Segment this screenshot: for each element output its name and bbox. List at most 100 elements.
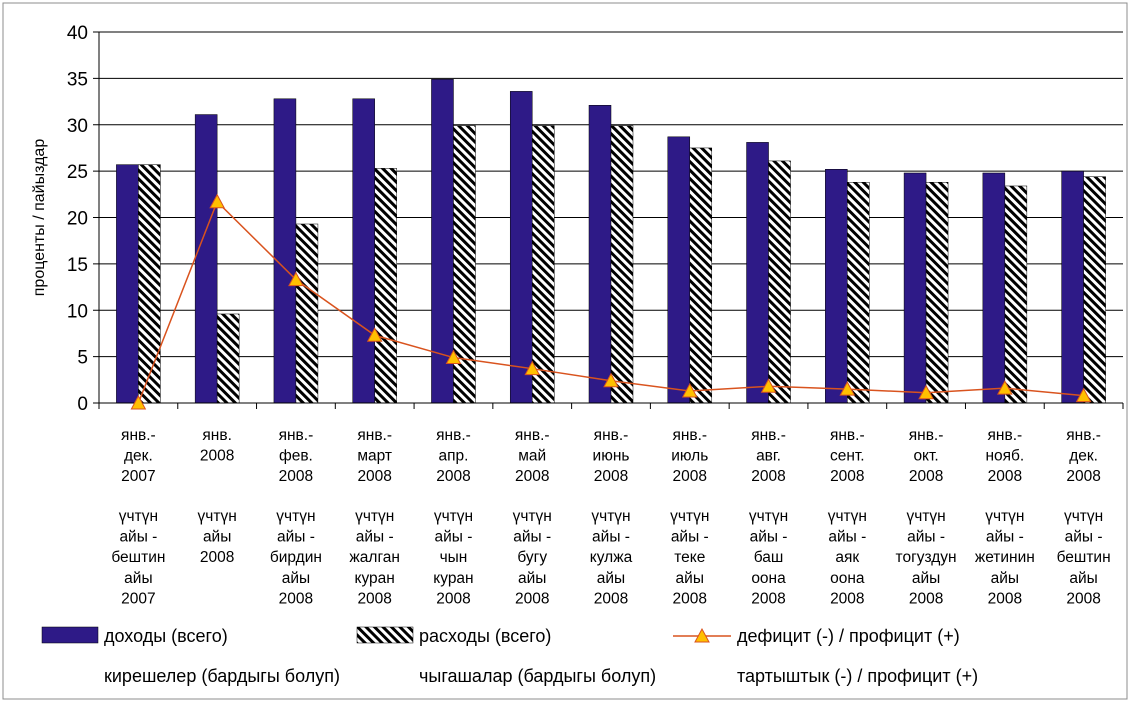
balance-marker (603, 372, 619, 388)
x-category-label-ky: айы (991, 570, 1019, 587)
x-category-label-ky: баш (754, 549, 784, 566)
x-category-label: янв.- (988, 427, 1023, 444)
bar-expense (925, 182, 949, 404)
bar-expense (847, 182, 870, 404)
x-category-label: 2008 (279, 468, 313, 485)
x-category-label: янв.- (672, 427, 707, 444)
y-tick-label: 25 (67, 162, 88, 183)
bar-income (825, 169, 848, 404)
bar-expense (531, 125, 555, 404)
legend-label-secondary: чыгашалар (бардыгы болуп) (419, 666, 656, 686)
x-category-label-ky: айы (1069, 570, 1097, 587)
bar-expense (216, 313, 240, 404)
x-category-label-ky: теке (674, 549, 705, 566)
x-category-label-ky: айы - (119, 529, 157, 546)
x-category-label-ky: жалган (349, 549, 400, 566)
x-category-label-ky: үчтүн (985, 508, 1024, 525)
x-category-label: янв.- (436, 427, 471, 444)
x-category-label-ky: үчтүн (355, 508, 394, 525)
legend-label-income: доходы (всего) (104, 626, 228, 646)
x-category-label: июнь (593, 448, 630, 465)
x-category-label-ky: 2008 (751, 590, 785, 607)
balance-marker (681, 382, 698, 398)
x-category-label-ky: айы - (828, 529, 866, 546)
balance-marker (288, 271, 304, 287)
y-tick-label: 10 (67, 301, 88, 322)
x-category-label-ky: үчтүн (276, 508, 315, 525)
bar-expense (768, 160, 791, 404)
bar-expense (295, 223, 319, 404)
balance-marker (366, 327, 383, 342)
x-category-label-ky: бештин (111, 549, 165, 566)
x-category-label-ky: айы - (671, 529, 709, 546)
x-category-label: янв.- (515, 427, 550, 444)
x-category-label-ky: үчтүн (513, 508, 552, 525)
x-category-label-ky: айы - (907, 529, 945, 546)
bar-income (509, 91, 533, 404)
x-category-label: март (357, 448, 392, 465)
x-category-label: 2008 (594, 468, 628, 485)
x-category-label-ky: оона (830, 570, 865, 587)
x-category-label-ky: айы (124, 570, 152, 587)
x-category-label-ky: бештин (1057, 549, 1111, 566)
x-category-label: янв.- (1066, 427, 1101, 444)
legend-label-secondary: кирешелер (бардыгы болуп) (104, 666, 340, 686)
x-category-label-ky: айы (518, 570, 546, 587)
x-category-label-ky: 2008 (279, 590, 313, 607)
x-category-label-ky: айы (282, 570, 310, 587)
x-category-label-ky: айы - (356, 529, 394, 546)
bar-expense (610, 125, 634, 404)
x-category-label: авг. (756, 448, 781, 465)
x-category-label-ky: 2007 (121, 590, 155, 607)
y-tick-label: 40 (67, 23, 88, 44)
x-category-label-ky: үчтүн (119, 508, 158, 525)
balance-marker (760, 378, 777, 393)
x-category-label: янв. (202, 427, 232, 444)
x-category-label-ky: айы - (750, 529, 788, 546)
legend-label-balance: дефицит (-) / профицит (+) (737, 626, 960, 646)
x-category-label-ky: 2008 (357, 590, 391, 607)
x-category-label: нояб. (985, 448, 1024, 465)
x-category-label-ky: айы - (592, 529, 630, 546)
x-category-label-ky: кулжа (590, 549, 633, 566)
balance-marker (209, 193, 225, 209)
x-category-label-ky: 2008 (830, 590, 864, 607)
y-axis-title: проценты / пайыздар (31, 139, 48, 297)
bar-income (116, 164, 139, 404)
x-category-label-ky: үчтүн (906, 508, 945, 525)
x-category-label: янв.- (121, 427, 156, 444)
x-category-label-ky: 2008 (515, 590, 549, 607)
x-category-label-ky: 2008 (673, 590, 707, 607)
x-category-label-ky: айы - (435, 529, 473, 546)
x-category-label: 2008 (200, 448, 234, 465)
balance-marker (839, 381, 856, 396)
x-category-label: янв.- (357, 427, 392, 444)
y-tick-label: 5 (77, 348, 88, 369)
y-tick-label: 20 (67, 209, 88, 230)
x-category-label: 2008 (357, 468, 391, 485)
x-category-label-ky: жетинин (975, 549, 1035, 566)
x-category-label-ky: куран (355, 570, 395, 587)
legend-swatch-income (41, 626, 99, 644)
legend-label-expense: расходы (всего) (419, 626, 551, 646)
x-category-label-ky: 2008 (988, 590, 1022, 607)
x-category-label-ky: 2008 (594, 590, 628, 607)
y-tick-label: 35 (67, 69, 88, 90)
x-category-label: янв.- (594, 427, 629, 444)
x-category-label-ky: 2008 (1066, 590, 1100, 607)
x-category-label: окт. (913, 448, 938, 465)
x-category-label-ky: 2008 (200, 549, 234, 566)
balance-marker (997, 380, 1013, 395)
bar-expense (138, 164, 161, 404)
x-category-label-ky: бирдин (270, 549, 322, 566)
x-category-label-ky: айы (676, 570, 704, 587)
bar-income (352, 98, 375, 404)
x-category-label: 2008 (751, 468, 785, 485)
x-category-label: янв.- (830, 427, 865, 444)
x-category-label: 2008 (988, 468, 1022, 485)
x-category-label-ky: айы (597, 570, 625, 587)
bar-expense (689, 147, 713, 404)
x-category-label: янв.- (909, 427, 944, 444)
x-category-label: сент. (830, 448, 865, 465)
